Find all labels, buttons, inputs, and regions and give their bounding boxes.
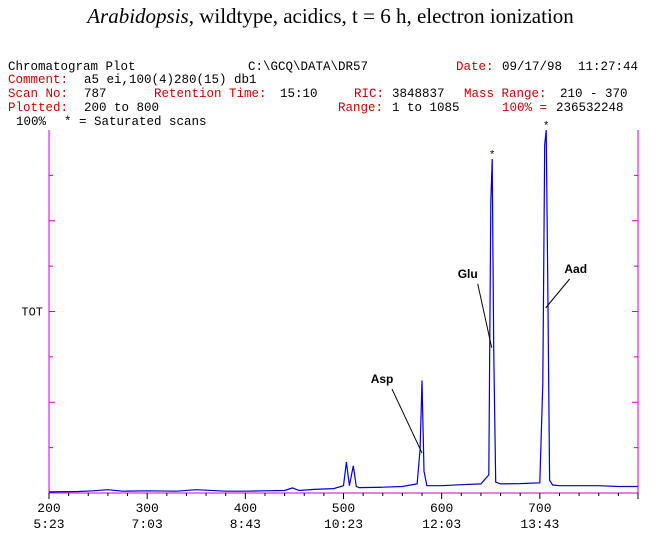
x-tick-label-scan: 600 <box>430 501 453 516</box>
x-tick-label-scan: 700 <box>528 501 551 516</box>
mass-range-label: Mass Range: <box>464 87 547 101</box>
ric-value: 3848837 <box>392 87 445 101</box>
rt-label: Retention Time: <box>154 87 267 101</box>
x-tick-label-time: 12:03 <box>422 517 461 532</box>
range-label: Range: <box>338 101 384 115</box>
x-tick-label-scan: 400 <box>234 501 257 516</box>
mass-range-value: 210 - 370 <box>560 87 628 101</box>
date-value: 09/17/98 <box>502 60 563 74</box>
tot-trace <box>48 129 638 493</box>
file-path: C:\GCQ\DATA\DR57 <box>248 60 369 74</box>
peak-leader-aad <box>545 278 571 309</box>
plotted-label: Plotted: <box>8 101 69 115</box>
date-label: Date: <box>456 60 494 74</box>
scale-value: 236532248 <box>556 101 624 115</box>
plot-name: Chromatogram Plot <box>8 60 136 74</box>
x-tick-label-time: 5:23 <box>33 517 64 532</box>
x-tick-label-scan: 500 <box>332 501 355 516</box>
x-tick-label-scan: 300 <box>135 501 158 516</box>
saturated-marker: * <box>489 150 496 162</box>
ric-label: RIC: <box>354 87 385 101</box>
peak-label-asp: Asp <box>371 372 394 386</box>
top-scale-label: 100% <box>16 115 47 129</box>
x-tick-label-time: 13:43 <box>520 517 559 532</box>
x-tick-label-time: 7:03 <box>132 517 163 532</box>
plotted-value: 200 to 800 <box>84 101 160 115</box>
y-axis-label: TOT <box>21 306 43 320</box>
scan-label: Scan No: <box>8 87 69 101</box>
scan-value: 787 <box>84 87 107 101</box>
title-rest: , wildtype, acidics, t = 6 h, electron i… <box>188 4 574 28</box>
x-tick-label-scan: 200 <box>37 501 60 516</box>
peak-label-glu: Glu <box>458 267 478 281</box>
peak-leader-asp <box>391 388 423 454</box>
peak-label-aad: Aad <box>564 262 587 276</box>
scale-label: 100% = <box>502 101 548 115</box>
figure-title: Arabidopsis, wildtype, acidics, t = 6 h,… <box>0 4 661 29</box>
title-species: Arabidopsis <box>87 4 189 28</box>
time-value: 11:27:44 <box>578 60 639 74</box>
comment-label: Comment: <box>8 73 69 87</box>
x-tick-label-time: 8:43 <box>230 517 261 532</box>
comment-value: a5 ei,100(4)280(15) db1 <box>84 73 257 87</box>
rt-value: 15:10 <box>280 87 318 101</box>
saturated-marker: * <box>543 121 550 133</box>
range-value: 1 to 1085 <box>392 101 460 115</box>
x-tick-label-time: 10:23 <box>324 517 363 532</box>
peak-leader-glu <box>477 283 493 348</box>
saturated-note: * = Saturated scans <box>64 115 207 129</box>
